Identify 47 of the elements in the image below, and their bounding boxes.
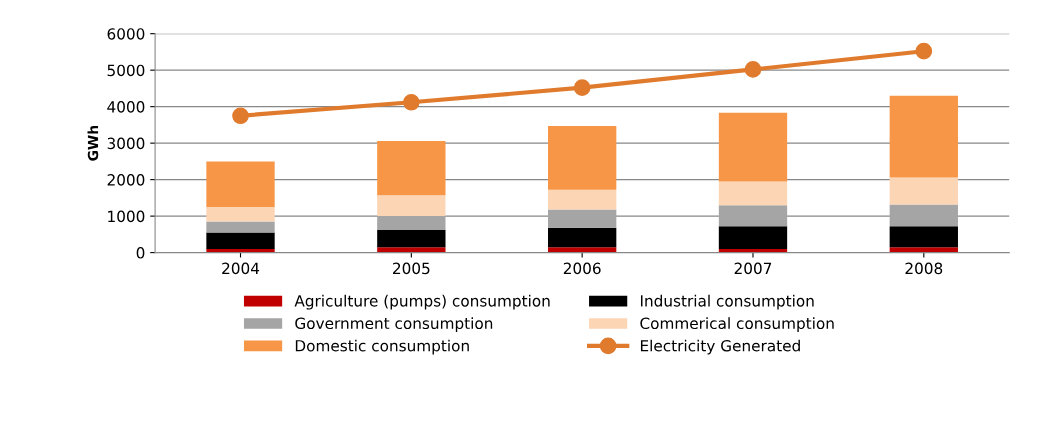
x-tick-label: 2004 — [222, 262, 260, 275]
bar — [548, 209, 617, 228]
y-tick-label: 6000 — [107, 28, 145, 40]
bar — [889, 95, 958, 178]
bar — [377, 229, 446, 248]
y-tick-label: 3000 — [107, 137, 145, 150]
point — [744, 61, 762, 78]
y-axis-title: GWh — [87, 125, 99, 161]
legend-label: Government consumption — [295, 317, 493, 333]
legend-label: Agriculture (pumps) consumption — [294, 294, 550, 310]
legend-label: Electricity Generated — [640, 339, 800, 355]
x-tick-label: 2006 — [563, 262, 601, 275]
bar — [206, 221, 275, 233]
y-tick-label: 0 — [136, 247, 145, 259]
bar — [548, 227, 617, 248]
bar — [718, 205, 788, 227]
bar — [206, 206, 275, 222]
legend-label: Industrial consumption — [640, 294, 814, 310]
bar — [206, 161, 275, 207]
y-tick-label: 1000 — [108, 210, 145, 223]
y-tick-label: 4000 — [107, 101, 145, 113]
x-tick-label: 2005 — [393, 262, 430, 275]
legend-label: Domestic consumption — [295, 339, 469, 355]
bar — [889, 226, 958, 248]
legend-label: Commerical consumption — [640, 317, 834, 333]
bar — [377, 195, 446, 217]
bar — [548, 125, 617, 190]
bar — [889, 204, 958, 227]
bar — [889, 247, 958, 253]
point — [232, 107, 249, 125]
bar — [377, 247, 446, 253]
x-tick-label: 2007 — [734, 262, 772, 275]
bar — [548, 189, 617, 210]
y-tick-label: 5000 — [107, 64, 145, 77]
x-tick-label: 2008 — [905, 262, 943, 275]
bar — [718, 112, 788, 182]
bar — [206, 232, 275, 249]
bar — [718, 226, 788, 249]
bar — [377, 216, 446, 230]
bar — [377, 140, 446, 196]
point — [915, 42, 933, 60]
bar — [889, 177, 958, 205]
bar — [718, 181, 788, 206]
bar — [548, 247, 617, 253]
point — [573, 79, 591, 97]
y-tick-label: 2000 — [107, 174, 145, 186]
point — [403, 93, 420, 111]
